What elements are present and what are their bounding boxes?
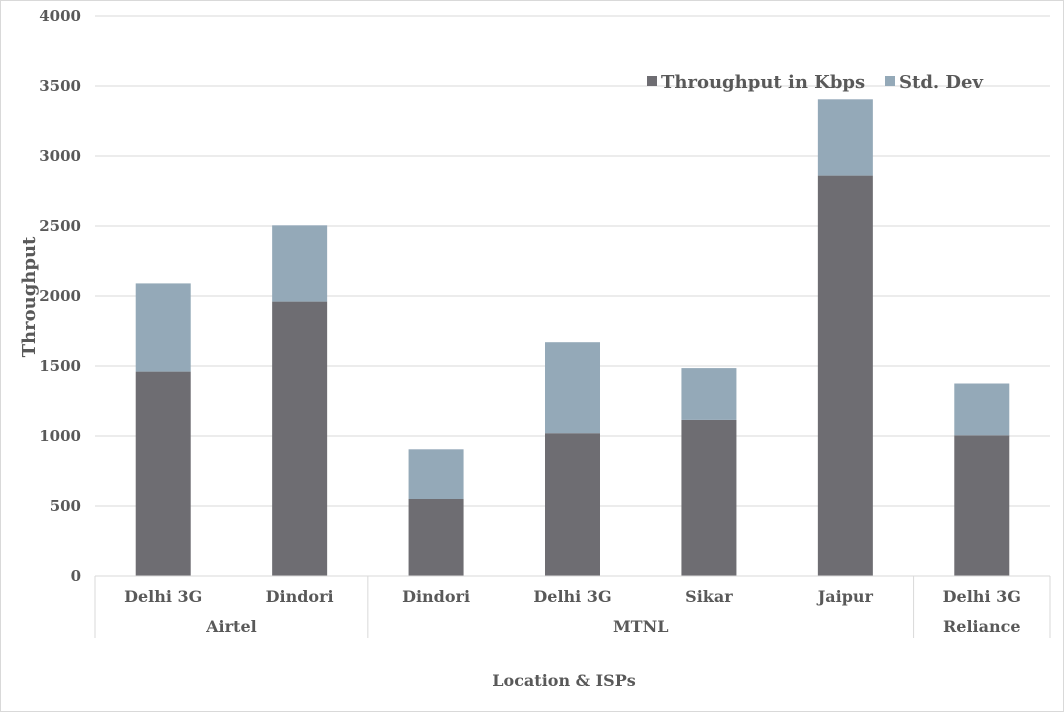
bar-std-dev bbox=[545, 342, 600, 434]
y-tick-label: 0 bbox=[71, 567, 81, 585]
x-axis: Delhi 3G Dindori Dindori Delhi 3G Sikar Jaipu… bbox=[94, 575, 1051, 638]
bar-throughput bbox=[681, 419, 737, 576]
bar-std-dev bbox=[817, 99, 873, 176]
bar-throughput bbox=[408, 499, 464, 576]
x-category-label: Sikar bbox=[685, 587, 733, 606]
legend-swatch-throughput bbox=[647, 76, 657, 86]
bar-throughput bbox=[135, 371, 191, 576]
legend-label-std-dev: Std. Dev bbox=[899, 72, 983, 93]
bar-throughput bbox=[545, 433, 600, 576]
x-group-label: MTNL bbox=[613, 617, 669, 636]
legend: Throughput in Kbps Std. Dev bbox=[647, 72, 983, 93]
bar-throughput bbox=[272, 301, 328, 576]
bar-std-dev bbox=[681, 368, 737, 420]
x-category-label: Dindori bbox=[266, 587, 334, 606]
y-tick-label: 1500 bbox=[39, 357, 81, 375]
x-axis-title: Location & ISPs bbox=[492, 671, 635, 690]
x-category-label: Delhi 3G bbox=[124, 587, 202, 606]
x-group-label: Reliance bbox=[943, 617, 1021, 636]
x-category-label: Dindori bbox=[402, 587, 470, 606]
bar-std-dev bbox=[954, 383, 1010, 436]
x-group-label: Airtel bbox=[205, 617, 257, 636]
y-tick-label: 3500 bbox=[39, 77, 81, 95]
x-category-label: Jaipur bbox=[816, 587, 874, 606]
y-axis-title: Throughput bbox=[19, 236, 40, 357]
y-tick-label: 1000 bbox=[39, 427, 81, 445]
bars bbox=[135, 99, 1010, 576]
y-tick-label: 3000 bbox=[39, 147, 81, 165]
bar-std-dev bbox=[272, 225, 328, 302]
y-tick-label: 2000 bbox=[39, 287, 81, 305]
x-category-label: Delhi 3G bbox=[533, 587, 611, 606]
y-tick-label: 500 bbox=[50, 497, 81, 515]
bar-std-dev bbox=[135, 283, 191, 372]
legend-label-throughput: Throughput in Kbps bbox=[661, 72, 865, 93]
x-category-label: Delhi 3G bbox=[943, 587, 1021, 606]
y-tick-label: 2500 bbox=[39, 217, 81, 235]
bar-std-dev bbox=[408, 449, 464, 499]
bar-throughput bbox=[954, 435, 1010, 576]
legend-swatch-std-dev bbox=[885, 76, 895, 86]
y-tick-label: 4000 bbox=[39, 7, 81, 25]
bar-throughput bbox=[817, 175, 873, 576]
y-axis-ticks: 0 500 1000 1500 2000 2500 3000 3500 4000 bbox=[39, 7, 81, 585]
